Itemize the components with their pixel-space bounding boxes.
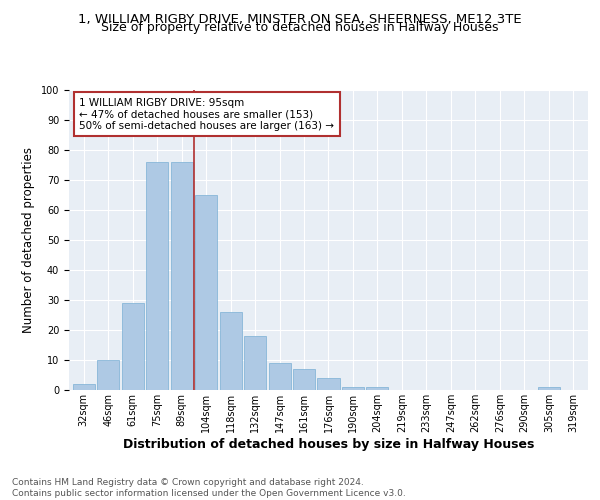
Bar bbox=[317, 378, 340, 390]
Bar bbox=[146, 162, 168, 390]
Y-axis label: Number of detached properties: Number of detached properties bbox=[22, 147, 35, 333]
Text: Contains HM Land Registry data © Crown copyright and database right 2024.
Contai: Contains HM Land Registry data © Crown c… bbox=[12, 478, 406, 498]
Bar bbox=[220, 312, 242, 390]
Bar bbox=[73, 384, 95, 390]
Text: 1, WILLIAM RIGBY DRIVE, MINSTER ON SEA, SHEERNESS, ME12 3TE: 1, WILLIAM RIGBY DRIVE, MINSTER ON SEA, … bbox=[78, 12, 522, 26]
Bar bbox=[538, 387, 560, 390]
Bar bbox=[122, 303, 143, 390]
X-axis label: Distribution of detached houses by size in Halfway Houses: Distribution of detached houses by size … bbox=[123, 438, 534, 450]
Bar bbox=[367, 387, 388, 390]
Bar bbox=[170, 162, 193, 390]
Bar bbox=[97, 360, 119, 390]
Bar bbox=[269, 363, 290, 390]
Bar bbox=[244, 336, 266, 390]
Bar bbox=[293, 369, 315, 390]
Text: Size of property relative to detached houses in Halfway Houses: Size of property relative to detached ho… bbox=[101, 22, 499, 35]
Text: 1 WILLIAM RIGBY DRIVE: 95sqm
← 47% of detached houses are smaller (153)
50% of s: 1 WILLIAM RIGBY DRIVE: 95sqm ← 47% of de… bbox=[79, 98, 334, 130]
Bar bbox=[195, 195, 217, 390]
Bar bbox=[342, 387, 364, 390]
